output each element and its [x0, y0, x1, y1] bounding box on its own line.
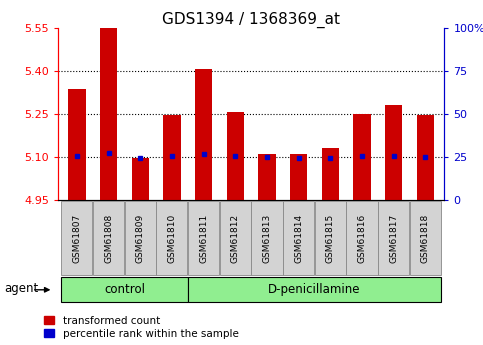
FancyBboxPatch shape	[188, 277, 441, 302]
Bar	[322, 148, 339, 200]
Text: GSM61807: GSM61807	[72, 214, 82, 263]
Text: GSM61808: GSM61808	[104, 214, 113, 263]
Bar	[68, 89, 85, 200]
Text: GSM61818: GSM61818	[421, 214, 430, 263]
Text: GSM61816: GSM61816	[357, 214, 367, 263]
Text: GSM61814: GSM61814	[294, 214, 303, 263]
Title: GDS1394 / 1368369_at: GDS1394 / 1368369_at	[162, 11, 340, 28]
FancyBboxPatch shape	[378, 201, 409, 275]
Text: GSM61815: GSM61815	[326, 214, 335, 263]
Bar	[290, 154, 307, 200]
FancyBboxPatch shape	[61, 201, 92, 275]
Bar	[131, 158, 149, 200]
FancyBboxPatch shape	[315, 201, 346, 275]
Bar	[195, 69, 213, 200]
FancyBboxPatch shape	[283, 201, 314, 275]
Bar	[100, 28, 117, 200]
Text: GSM61810: GSM61810	[168, 214, 176, 263]
Text: GSM61809: GSM61809	[136, 214, 145, 263]
Legend: transformed count, percentile rank within the sample: transformed count, percentile rank withi…	[44, 316, 239, 339]
FancyBboxPatch shape	[125, 201, 156, 275]
Text: GSM61812: GSM61812	[231, 214, 240, 263]
Bar	[417, 115, 434, 200]
FancyBboxPatch shape	[61, 277, 188, 302]
FancyBboxPatch shape	[220, 201, 251, 275]
Bar	[163, 115, 181, 200]
Text: GSM61817: GSM61817	[389, 214, 398, 263]
FancyBboxPatch shape	[252, 201, 283, 275]
Text: GSM61813: GSM61813	[262, 214, 271, 263]
FancyBboxPatch shape	[188, 201, 219, 275]
Text: agent: agent	[5, 282, 39, 295]
FancyBboxPatch shape	[346, 201, 378, 275]
Text: D-penicillamine: D-penicillamine	[268, 283, 361, 296]
FancyBboxPatch shape	[410, 201, 441, 275]
Bar	[385, 105, 402, 200]
FancyBboxPatch shape	[156, 201, 187, 275]
Text: GSM61811: GSM61811	[199, 214, 208, 263]
Bar	[227, 112, 244, 200]
FancyBboxPatch shape	[93, 201, 124, 275]
Bar	[258, 154, 276, 200]
Text: control: control	[104, 283, 145, 296]
Bar	[353, 114, 371, 200]
